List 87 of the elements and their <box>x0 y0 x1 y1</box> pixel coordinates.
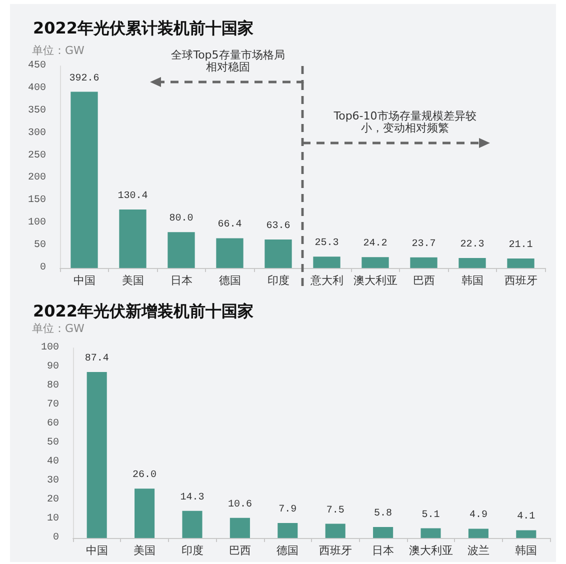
y-tick-label: 60 <box>46 418 59 430</box>
data-label: 130.4 <box>118 190 148 202</box>
y-tick-label: 150 <box>28 195 46 206</box>
x-tick-label: 中国 <box>86 544 108 557</box>
data-label: 7.9 <box>278 504 297 516</box>
y-tick-label: 100 <box>40 342 59 354</box>
bar <box>420 528 441 538</box>
data-label: 5.1 <box>422 510 440 521</box>
bar <box>182 510 202 538</box>
x-tick-label: 印度 <box>267 274 290 287</box>
data-label: 25.3 <box>314 238 339 250</box>
bar <box>325 524 346 538</box>
x-tick-label: 西班牙 <box>318 544 352 557</box>
y-tick-label: 40 <box>46 456 59 468</box>
chart-title: 2022年光伏新增装机前十国家 <box>33 302 254 320</box>
y-tick-label: 350 <box>28 105 46 116</box>
y-tick-label: 0 <box>40 262 46 274</box>
x-tick-label: 波兰 <box>467 544 490 557</box>
data-label: 4.9 <box>469 510 488 522</box>
bar <box>216 238 244 268</box>
y-tick-label: 450 <box>28 60 46 72</box>
y-tick-label: 0 <box>52 532 59 544</box>
x-tick-label: 日本 <box>170 274 192 287</box>
bar <box>168 232 195 268</box>
y-tick-label: 90 <box>46 362 59 372</box>
data-label: 14.3 <box>180 492 204 504</box>
data-label: 87.4 <box>84 353 109 364</box>
data-label: 23.7 <box>412 238 436 250</box>
data-label: 26.0 <box>132 470 157 482</box>
x-tick-label: 美国 <box>122 274 144 287</box>
data-label: 21.1 <box>508 240 533 252</box>
y-tick-label: 10 <box>46 514 59 524</box>
x-tick-label: 澳大利亚 <box>408 544 453 557</box>
data-label: 80.0 <box>169 214 194 225</box>
data-label: 63.6 <box>266 220 290 232</box>
bar <box>458 258 486 268</box>
y-tick-label: 80 <box>46 380 59 392</box>
bar <box>278 522 298 538</box>
y-tick-label: 20 <box>46 494 59 506</box>
bar <box>264 239 292 268</box>
data-label: 7.5 <box>326 505 344 516</box>
y-tick-label: 50 <box>46 438 59 448</box>
data-label: 5.8 <box>374 508 392 520</box>
y-tick-label: 30 <box>46 476 59 486</box>
annotation: Top6-10市场存量规模差异较小，变动相对频繁 <box>332 110 476 134</box>
y-axis-title: 单位：GW <box>32 322 85 335</box>
data-label: 392.6 <box>69 73 100 84</box>
bar <box>70 92 98 268</box>
bar <box>410 257 438 268</box>
x-tick-label: 中国 <box>73 274 96 287</box>
y-tick-label: 50 <box>34 240 46 252</box>
y-tick-label: 250 <box>28 150 46 162</box>
y-tick-label: 200 <box>28 172 46 184</box>
y-tick-label: 70 <box>46 400 59 410</box>
bar <box>507 258 534 268</box>
data-label: 66.4 <box>218 220 242 231</box>
x-tick-label: 澳大利亚 <box>353 274 398 287</box>
data-label: 24.2 <box>363 238 388 250</box>
bar <box>119 209 146 268</box>
chart-title: 2022年光伏累计装机前十国家 <box>33 18 254 38</box>
bar <box>134 488 155 538</box>
bar <box>313 256 340 268</box>
x-tick-label: 印度 <box>181 544 204 557</box>
y-tick-label: 400 <box>28 82 46 94</box>
bar <box>373 526 394 538</box>
annotation: 全球Top5存量市场格局相对稳固 <box>171 48 285 74</box>
x-tick-label: 西班牙 <box>504 274 538 287</box>
x-tick-label: 德国 <box>218 274 241 287</box>
x-tick-label: 韩国 <box>515 544 538 557</box>
x-tick-label: 德国 <box>276 544 299 557</box>
bar <box>86 372 107 538</box>
y-axis-title: 单位：GW <box>32 44 85 57</box>
data-label: 4.1 <box>517 512 536 523</box>
x-tick-label: 巴西 <box>412 274 435 287</box>
data-label: 22.3 <box>460 239 484 250</box>
bar <box>362 257 389 268</box>
bar <box>516 530 536 538</box>
x-tick-label: 韩国 <box>461 274 484 287</box>
y-tick-label: 100 <box>28 218 46 229</box>
bar <box>230 518 250 538</box>
x-tick-label: 日本 <box>372 544 394 557</box>
x-tick-label: 巴西 <box>228 544 251 557</box>
bar <box>468 528 488 538</box>
data-label: 10.6 <box>228 499 252 510</box>
x-tick-label: 美国 <box>134 544 156 557</box>
x-tick-label: 意大利 <box>309 274 344 287</box>
y-tick-label: 300 <box>28 128 46 139</box>
